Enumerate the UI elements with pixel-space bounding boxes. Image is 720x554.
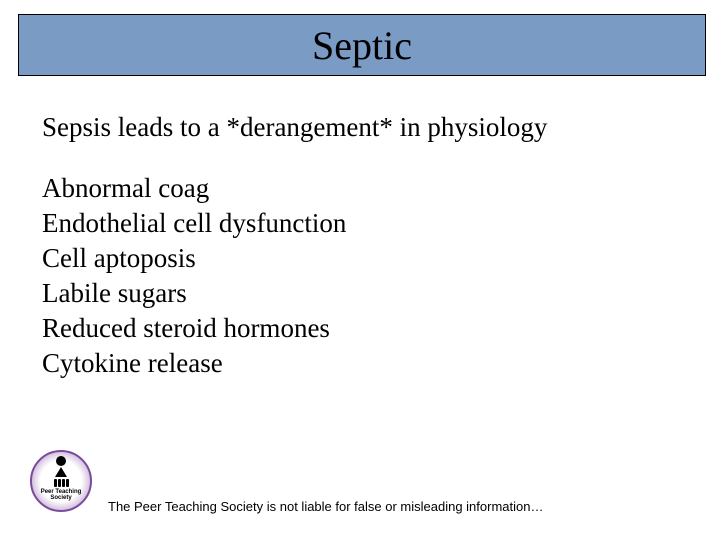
slide-title: Septic — [312, 22, 412, 69]
list-item: Endothelial cell dysfunction — [42, 206, 720, 241]
peer-teaching-logo: Peer Teaching Society — [30, 450, 92, 512]
list-item: Reduced steroid hormones — [42, 311, 720, 346]
title-bar: Septic — [18, 14, 706, 76]
list-item: Cytokine release — [42, 346, 720, 381]
logo-figure-head — [56, 456, 66, 466]
logo-icon: Peer Teaching Society — [30, 450, 92, 512]
intro-text: Sepsis leads to a *derangement* in physi… — [42, 112, 720, 143]
list-item: Labile sugars — [42, 276, 720, 311]
logo-figure-body — [55, 467, 67, 477]
disclaimer-text: The Peer Teaching Society is not liable … — [108, 499, 543, 514]
logo-label: Peer Teaching Society — [41, 489, 82, 501]
list-item: Cell aptoposis — [42, 241, 720, 276]
content-area: Sepsis leads to a *derangement* in physi… — [0, 76, 720, 382]
list-item: Abnormal coag — [42, 171, 720, 206]
logo-bottles — [54, 479, 69, 487]
